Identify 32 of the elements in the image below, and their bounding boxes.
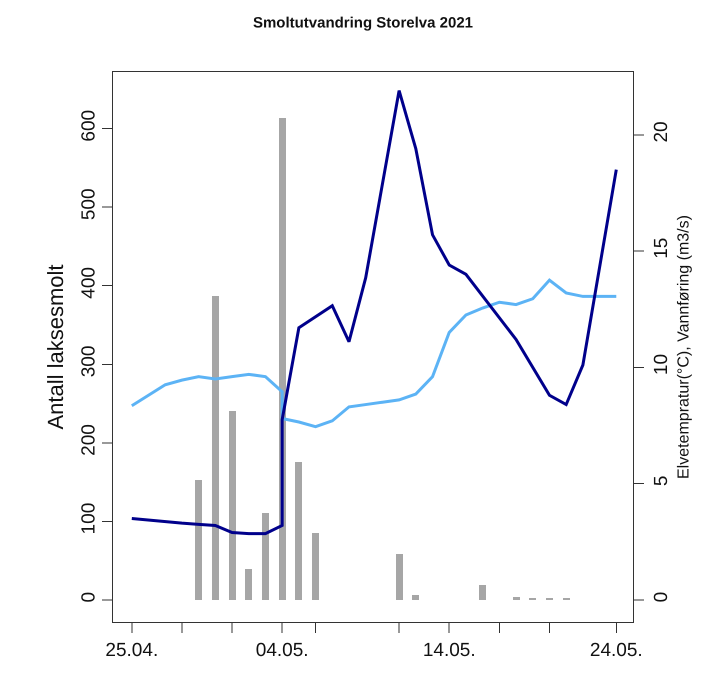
y2-tick-label: 5 (650, 475, 672, 486)
y2-tick-label: 20 (650, 121, 672, 143)
y2-tick-label: 15 (650, 238, 672, 259)
line-series (130, 278, 618, 428)
bar (412, 595, 419, 600)
y-tick-label: 0 (78, 592, 100, 602)
y2-tick-label: 10 (650, 354, 672, 376)
y-tick-label: 400 (78, 267, 100, 299)
y-tick-label: 300 (78, 346, 100, 378)
line-series (130, 89, 618, 536)
bar (195, 480, 202, 600)
x-tick-label: 25.04. (105, 640, 158, 661)
y-axis-title: Antall laksesmolt (43, 264, 68, 430)
bar (262, 513, 269, 600)
bar (479, 585, 486, 600)
bar (312, 533, 319, 600)
bar (396, 554, 403, 600)
bar (245, 569, 252, 600)
x-tick-label: 04.05. (256, 640, 309, 661)
x-tick-label: 24.05. (590, 640, 643, 661)
x-tick-label: 14.05. (422, 640, 476, 661)
y-tick-label: 500 (78, 188, 100, 220)
y-tick-label: 200 (78, 424, 100, 456)
bar (229, 411, 236, 600)
bar (513, 597, 520, 600)
y2-axis-title: Elvetempratur(°C), Vannføring (m3/s) (676, 215, 693, 479)
chart-title: Smoltutvandring Storelva 2021 (252, 14, 474, 32)
bar (295, 462, 302, 600)
bar (212, 296, 219, 600)
y2-tick-label: 0 (650, 592, 672, 602)
y-tick-label: 600 (78, 110, 100, 142)
y-tick-label: 100 (78, 502, 100, 534)
